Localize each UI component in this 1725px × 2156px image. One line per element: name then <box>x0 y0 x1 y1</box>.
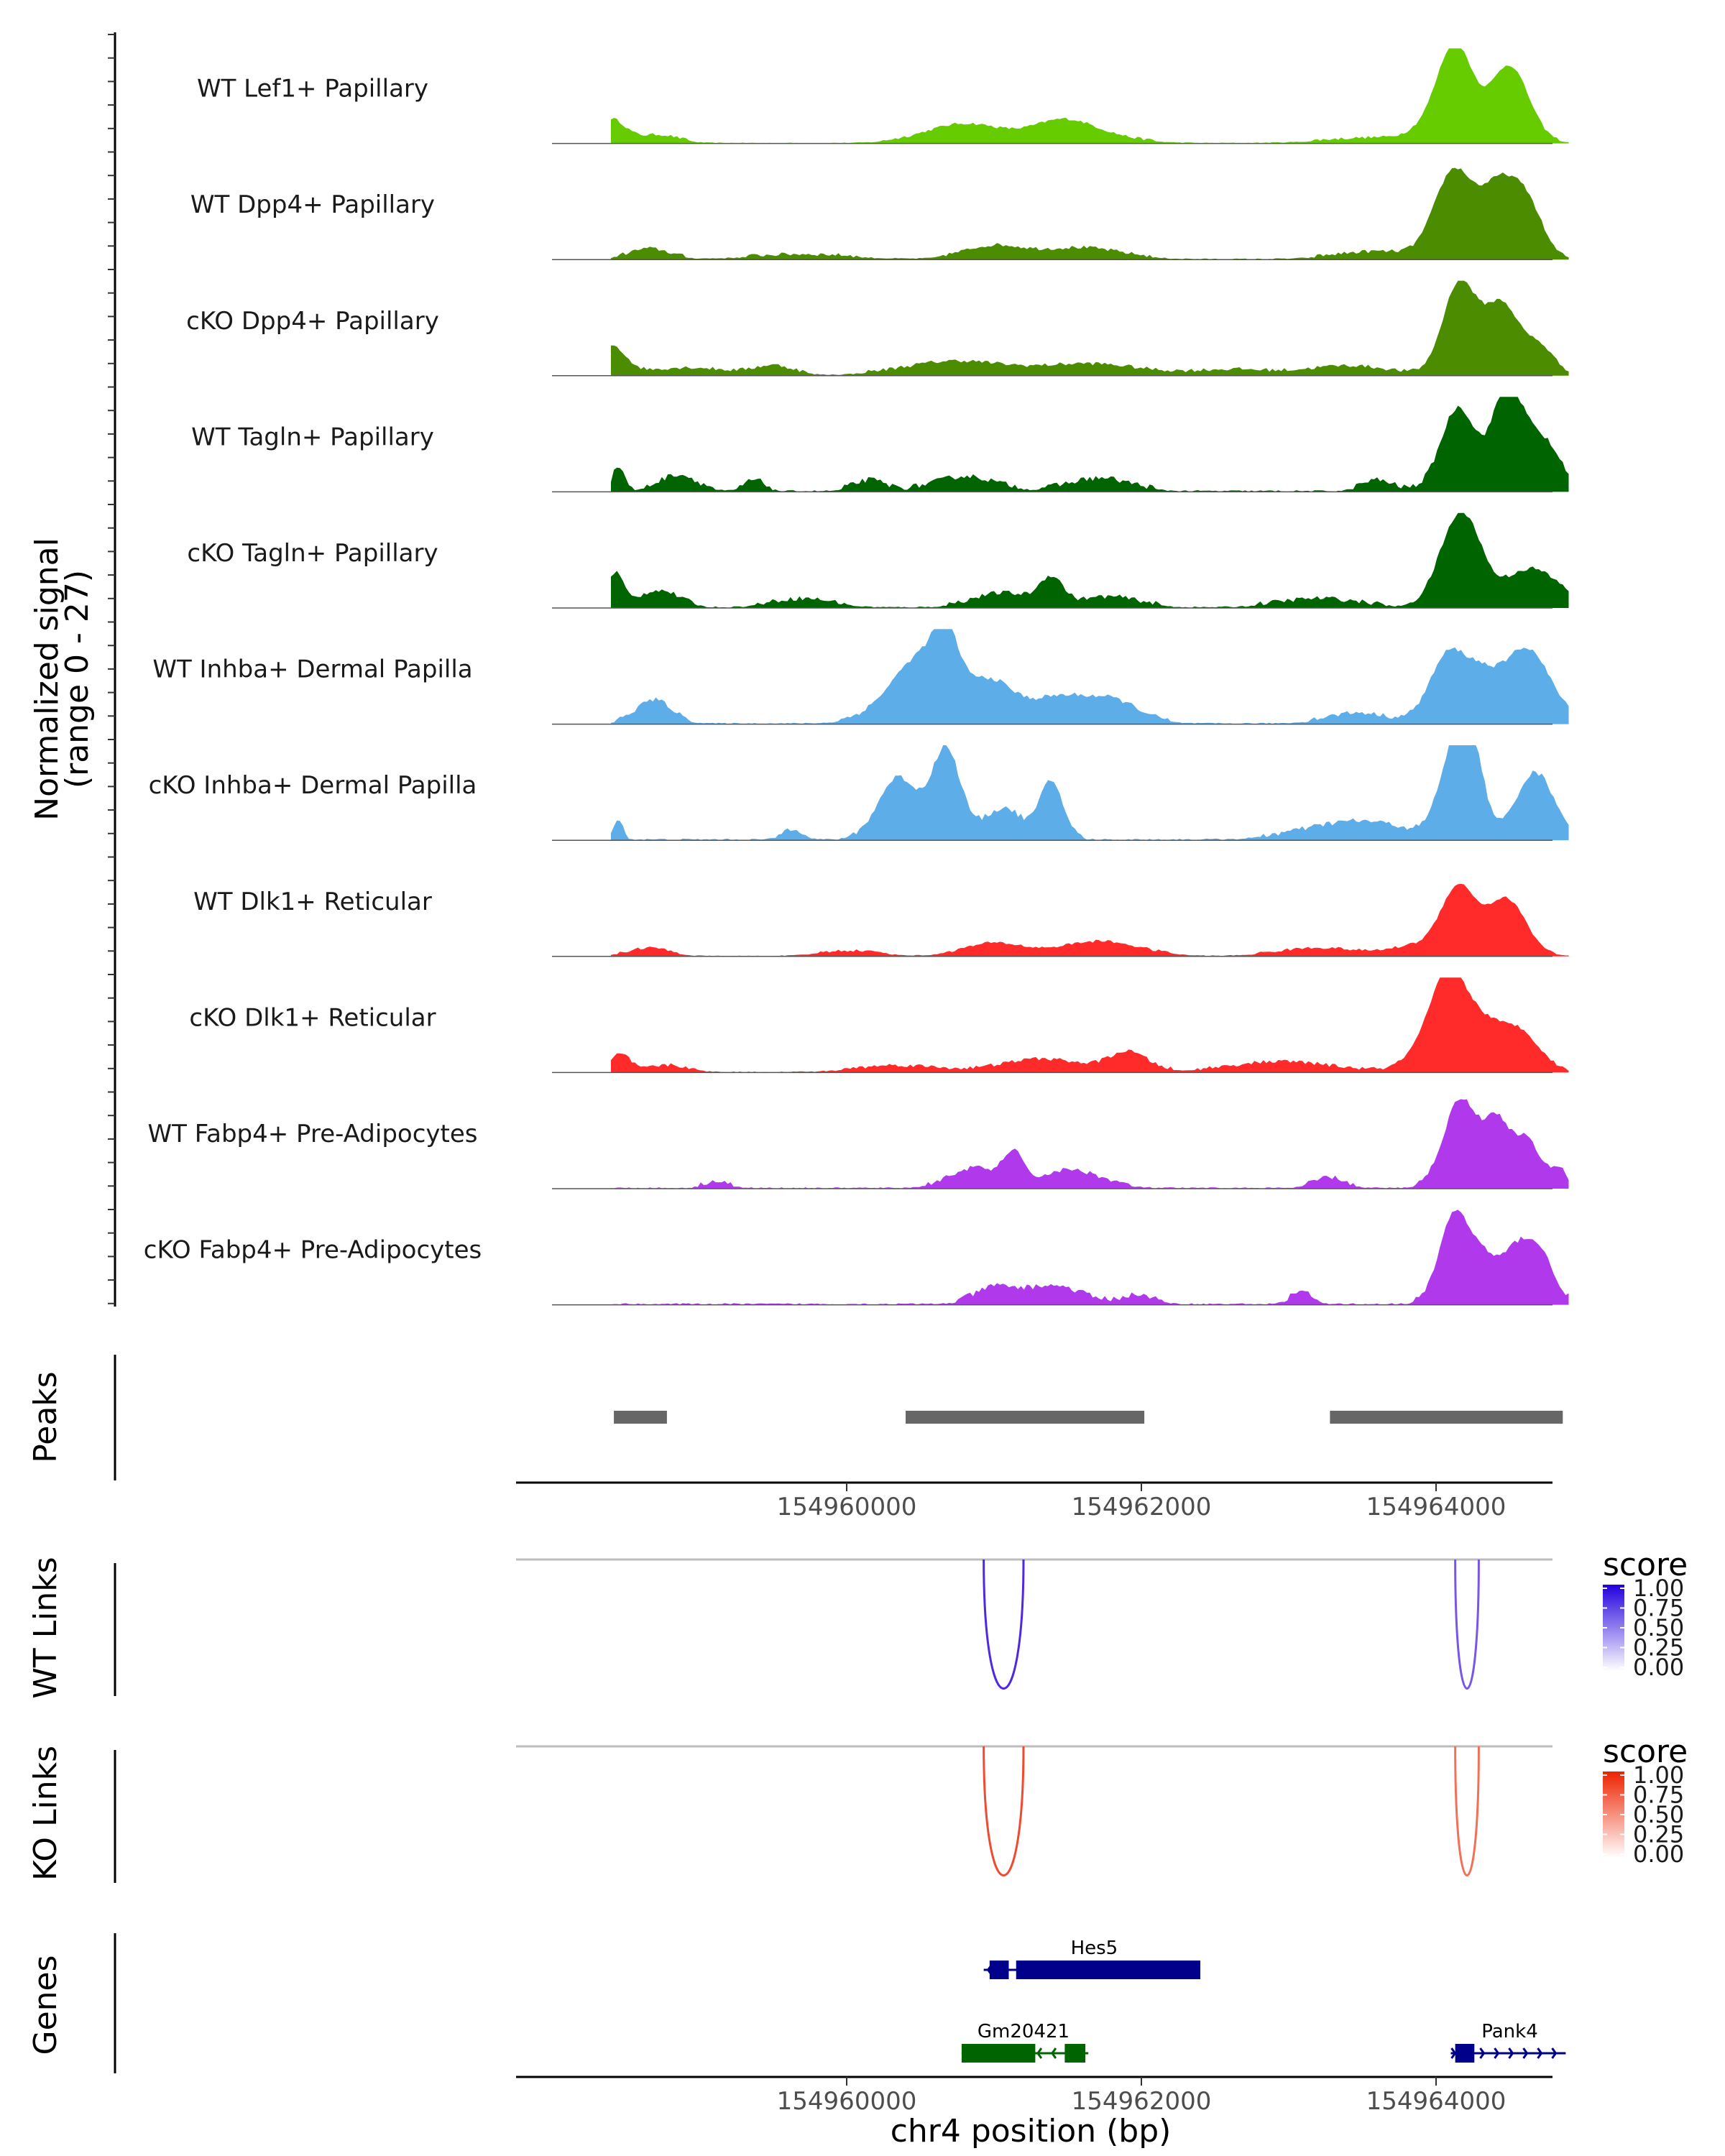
legend-tick-label: 0.75 <box>1633 1595 1684 1622</box>
gene-label: Hes5 <box>1071 1938 1118 1959</box>
x-tick-label: 154964000 <box>1366 1493 1506 1521</box>
track-label: cKO Dpp4+ Papillary <box>186 307 439 336</box>
coverage-area-3 <box>611 280 1569 376</box>
gene-strand-chevron <box>1537 2047 1543 2059</box>
coverage-area-1 <box>611 48 1569 144</box>
x-tick-label: 154960000 <box>777 1493 917 1521</box>
legend-title: score <box>1603 1547 1688 1583</box>
link-arc-2 <box>1454 1559 1480 1690</box>
track-label: WT Fabp4+ Pre-Adipocytes <box>148 1120 478 1148</box>
coverage-area-4 <box>611 397 1569 492</box>
gene-exon-2 <box>1064 2044 1086 2063</box>
gene-strand-chevron <box>1450 2047 1457 2059</box>
x-tick-label: 154960000 <box>777 2087 917 2116</box>
link-arc-1 <box>983 1746 1025 1877</box>
peak-region-3 <box>1330 1411 1563 1424</box>
gene-label: Gm20421 <box>978 2021 1070 2042</box>
track-label: cKO Dlk1+ Reticular <box>189 1003 436 1032</box>
x-axis-title: chr4 position (bp) <box>891 2113 1172 2150</box>
legend-tick-label: 0.25 <box>1633 1821 1684 1848</box>
track-label: WT Dlk1+ Reticular <box>193 888 432 916</box>
coverage-area-7 <box>611 745 1569 841</box>
coverage-y-label-line2: (range 0 - 27) <box>59 570 96 788</box>
coverage-area-10 <box>611 1099 1569 1189</box>
legend-tick-label: 1.00 <box>1633 1761 1684 1789</box>
genes-label: Genes <box>27 1955 64 2055</box>
peaks-label: Peaks <box>27 1371 64 1462</box>
coverage-y-label: Normalized signal(range 0 - 27) <box>29 538 96 821</box>
coverage-area-9 <box>611 977 1569 1073</box>
gene-strand-chevron <box>1508 2047 1514 2059</box>
links-label: KO Links <box>27 1746 64 1881</box>
coverage-area-8 <box>611 883 1569 957</box>
legend-tick-label: 0.50 <box>1633 1801 1684 1828</box>
legend-tick-label: 1.00 <box>1633 1575 1684 1602</box>
peak-region-2 <box>906 1411 1145 1424</box>
track-label: cKO Tagln+ Papillary <box>187 539 438 568</box>
x-tick-label: 154962000 <box>1072 2087 1212 2116</box>
gene-strand-chevron <box>1036 2047 1043 2059</box>
legend-tick-label: 0.25 <box>1633 1634 1684 1662</box>
coverage-area-11 <box>611 1210 1569 1305</box>
coverage-area-5 <box>611 512 1569 608</box>
legend-title: score <box>1603 1733 1688 1770</box>
track-label: WT Inhba+ Dermal Papilla <box>152 655 472 684</box>
genes-panel: Genes Hes5 Gm20421 Pank4 154960000 154962000 1… <box>27 1933 1566 2150</box>
link-arc-2 <box>1454 1746 1480 1876</box>
coverage-y-label-line1: Normalized signal <box>29 538 65 821</box>
peak-region-1 <box>614 1411 667 1424</box>
gene-strand-chevron <box>1494 2047 1500 2059</box>
x-tick-label: 154964000 <box>1366 2087 1506 2116</box>
coverage-panel: WT Lef1+ Papillary WT Dpp4+ Papillary cKO … <box>29 32 1569 1307</box>
legend-tick-label: 0.50 <box>1633 1614 1684 1641</box>
gene-exon-1 <box>989 1961 1009 1979</box>
gene-label: Pank4 <box>1481 2021 1538 2042</box>
gene-exon-2 <box>1016 1961 1200 1979</box>
track-label: WT Dpp4+ Papillary <box>190 190 435 219</box>
gene-exon-1 <box>1455 2044 1475 2063</box>
track-label: WT Tagln+ Papillary <box>191 423 434 451</box>
gene-strand-chevron <box>1479 2047 1486 2059</box>
track-label: cKO Inhba+ Dermal Papilla <box>149 771 477 800</box>
gene-strand-chevron <box>1522 2047 1529 2059</box>
track-label: WT Lef1+ Papillary <box>197 75 428 103</box>
gene-strand-chevron <box>1551 2047 1558 2059</box>
coverage-area-6 <box>611 629 1569 724</box>
legend-tick-label: 0.00 <box>1633 1654 1684 1681</box>
link-arc-1 <box>983 1559 1025 1690</box>
legend-tick-label: 0.75 <box>1633 1782 1684 1809</box>
peaks-panel: Peaks 154960000 154962000 154964000 <box>27 1355 1563 1521</box>
track-label: cKO Fabp4+ Pre-Adipocytes <box>144 1236 482 1265</box>
x-tick-label: 154962000 <box>1072 1493 1212 1521</box>
gene-strand-chevron <box>1051 2047 1057 2059</box>
legend-tick-label: 0.00 <box>1633 1841 1684 1868</box>
coverage-area-2 <box>611 167 1569 260</box>
gene-exon-1 <box>961 2044 1036 2063</box>
links-label: WT Links <box>27 1557 64 1698</box>
